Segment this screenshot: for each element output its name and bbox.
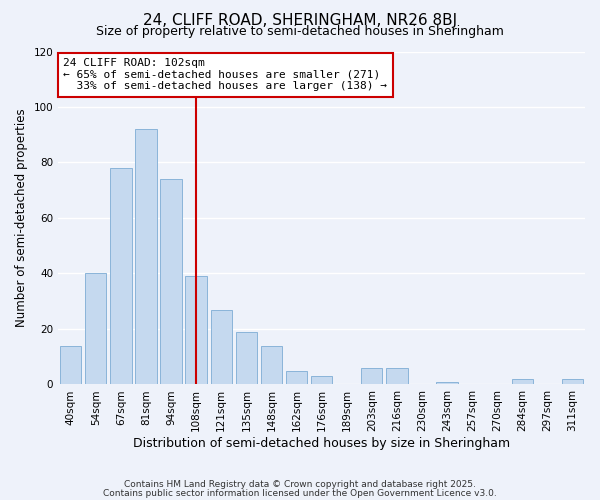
Y-axis label: Number of semi-detached properties: Number of semi-detached properties xyxy=(15,108,28,328)
Bar xyxy=(286,370,307,384)
Bar xyxy=(85,274,106,384)
Bar xyxy=(236,332,257,384)
Bar xyxy=(160,179,182,384)
Bar xyxy=(60,346,82,385)
Text: 24, CLIFF ROAD, SHERINGHAM, NR26 8BJ: 24, CLIFF ROAD, SHERINGHAM, NR26 8BJ xyxy=(143,12,457,28)
Bar xyxy=(136,129,157,384)
Bar xyxy=(261,346,282,385)
Bar xyxy=(436,382,458,384)
Bar xyxy=(311,376,332,384)
Bar xyxy=(512,379,533,384)
Text: Contains public sector information licensed under the Open Government Licence v3: Contains public sector information licen… xyxy=(103,489,497,498)
Bar xyxy=(361,368,382,384)
Bar xyxy=(211,310,232,384)
X-axis label: Distribution of semi-detached houses by size in Sheringham: Distribution of semi-detached houses by … xyxy=(133,437,510,450)
Text: Contains HM Land Registry data © Crown copyright and database right 2025.: Contains HM Land Registry data © Crown c… xyxy=(124,480,476,489)
Bar xyxy=(562,379,583,384)
Bar xyxy=(110,168,131,384)
Bar xyxy=(386,368,407,384)
Bar xyxy=(185,276,207,384)
Text: 24 CLIFF ROAD: 102sqm
← 65% of semi-detached houses are smaller (271)
  33% of s: 24 CLIFF ROAD: 102sqm ← 65% of semi-deta… xyxy=(64,58,388,92)
Text: Size of property relative to semi-detached houses in Sheringham: Size of property relative to semi-detach… xyxy=(96,25,504,38)
